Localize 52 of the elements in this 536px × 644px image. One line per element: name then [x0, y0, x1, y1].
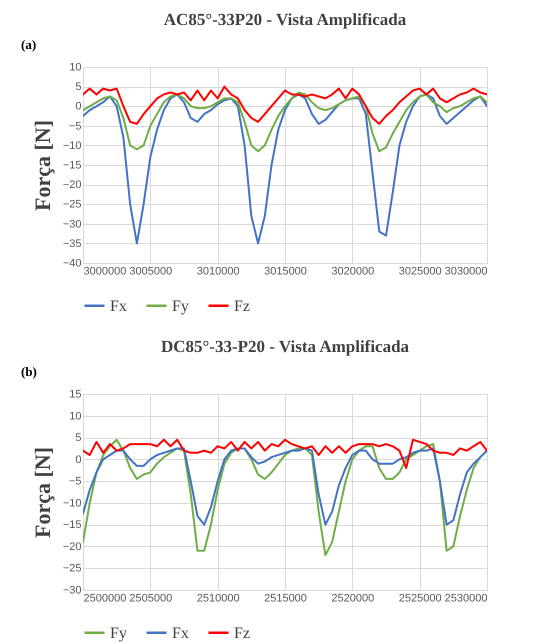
y-tick-label: 15	[69, 388, 82, 400]
x-tick-label: 2525000	[398, 592, 442, 604]
y-tick-label: 5	[75, 81, 82, 94]
x-tick-label: 2520000	[331, 592, 374, 604]
legend-label: Fx	[110, 298, 127, 315]
line-series	[83, 447, 487, 526]
y-tick-label: −5	[68, 476, 82, 488]
line-series	[83, 86, 487, 125]
y-tick-label: −25	[62, 198, 82, 211]
x-tick-label: 2515000	[264, 592, 307, 604]
y-tick-label: −15	[62, 519, 82, 532]
x-tick-label: 3005000	[129, 266, 172, 278]
y-tick-label: 10	[69, 410, 82, 422]
y-tick-label: −35	[62, 238, 82, 250]
x-tick-label: 3020000	[331, 266, 374, 278]
text: (b)	[21, 364, 37, 379]
legend-label: Fy	[172, 298, 189, 315]
x-tick-label: 2500000	[84, 592, 126, 604]
line-series	[83, 93, 487, 244]
y-axis-title: Força [N]	[30, 446, 55, 538]
y-tick-label: −5	[68, 120, 82, 132]
y-tick-label: −10	[62, 497, 82, 510]
text: (a)	[21, 37, 36, 52]
y-tick-label: −30	[62, 584, 82, 596]
x-tick-label: 3015000	[264, 266, 307, 278]
x-tick-label: 3000000	[84, 266, 126, 278]
x-tick-label: 3010000	[196, 266, 240, 278]
chart-title: AC85°-33P20 - Vista Amplificada	[164, 10, 407, 29]
y-tick-label: 0	[75, 100, 82, 113]
x-tick-label: 3030000	[444, 266, 488, 278]
x-tick-label: 2510000	[196, 592, 240, 604]
legend-label: Fz	[234, 624, 250, 642]
y-tick-label: −20	[62, 540, 82, 553]
y-tick-label: −40	[62, 258, 82, 270]
y-tick-label: −15	[62, 160, 82, 172]
y-tick-label: 0	[75, 454, 82, 466]
legend-label: Fy	[110, 624, 127, 642]
x-tick-label: 2505000	[129, 592, 172, 604]
x-tick-label: 3025000	[398, 266, 442, 278]
x-tick-label: 2530000	[444, 592, 488, 604]
chart-title: DC85°-33-P20 - Vista Amplificada	[160, 337, 410, 356]
y-tick-label: −10	[62, 140, 82, 152]
legend-label: Fx	[172, 624, 189, 642]
y-tick-label: −20	[62, 179, 82, 192]
y-tick-label: 5	[75, 432, 82, 444]
line-series	[83, 91, 487, 152]
y-axis-title: Força [N]	[30, 120, 55, 212]
y-tick-label: −25	[62, 562, 82, 575]
y-tick-label: −30	[62, 218, 82, 230]
y-tick-label: 10	[69, 62, 82, 74]
line-series	[83, 438, 487, 470]
legend-label: Fz	[234, 298, 250, 315]
